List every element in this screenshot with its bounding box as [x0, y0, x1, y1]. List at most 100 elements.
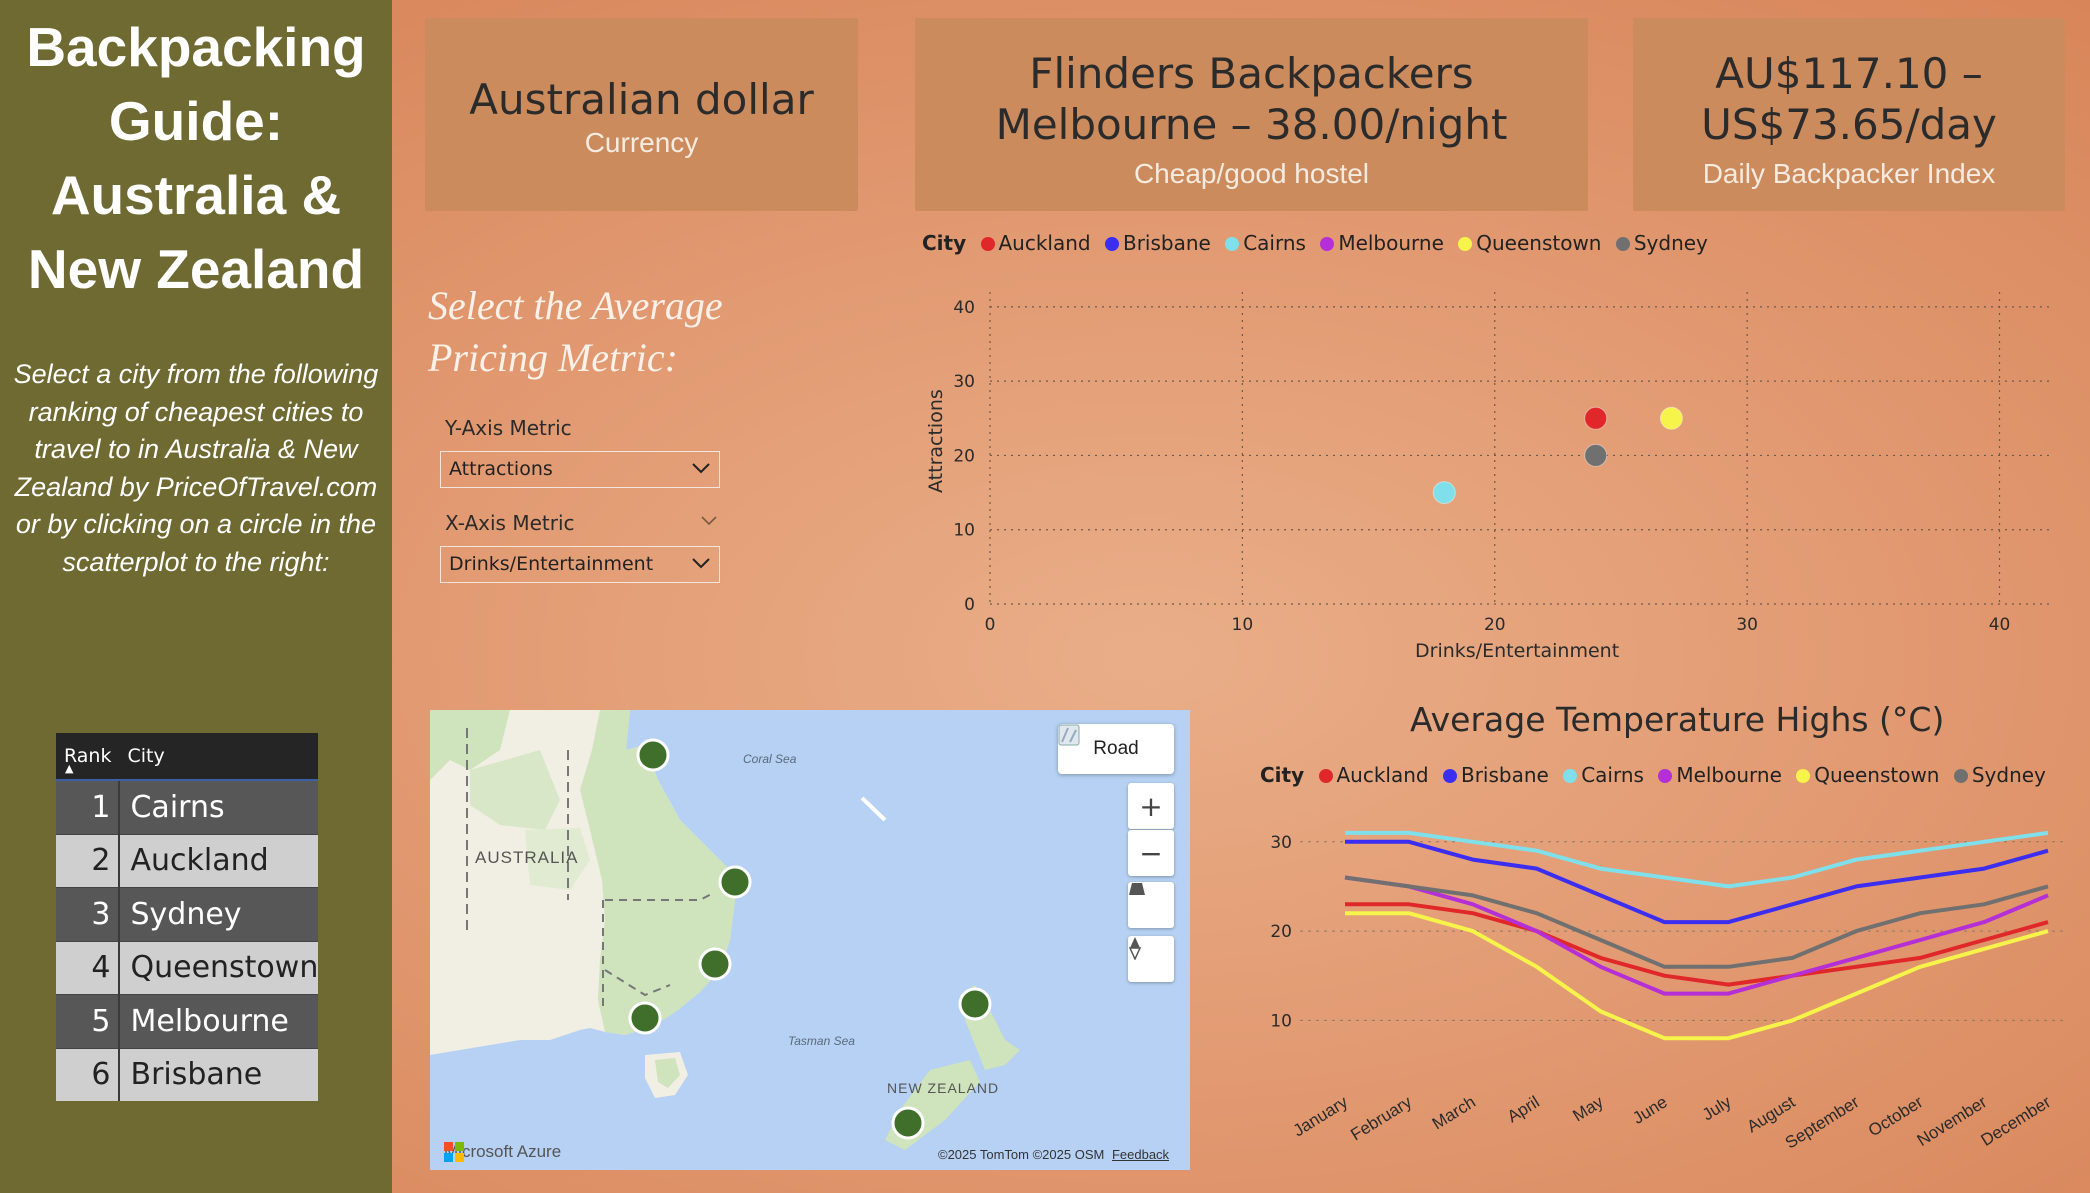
table-row[interactable]: 4 Queenstown: [56, 940, 319, 995]
zoom-out-button[interactable]: −: [1128, 830, 1174, 876]
city-cell: Brisbane: [118, 1047, 319, 1101]
title-line: Guide:: [108, 90, 284, 152]
line-y-tick-label: 10: [1270, 1011, 1292, 1031]
map-marker-auckland[interactable]: [958, 987, 992, 1021]
map-canvas[interactable]: [430, 710, 1190, 1170]
legend-dot: [1796, 769, 1811, 783]
index-label: Daily Backpacker Index: [1702, 158, 1996, 189]
line-series-queenstown[interactable]: [1345, 911, 2049, 1041]
scatter-y-tick-label: 20: [953, 446, 975, 466]
map-marker-queenstown[interactable]: [891, 1106, 925, 1140]
line-series-sydney[interactable]: [1344, 875, 2049, 969]
city-cell: Cairns: [118, 779, 319, 834]
scatter-x-tick-label: 0: [985, 615, 996, 635]
legend-title: City: [922, 231, 967, 255]
legend-item[interactable]: Cairns: [1563, 763, 1644, 787]
line-x-tick-label: December: [1978, 1092, 2055, 1150]
legend-item[interactable]: Queenstown: [1796, 763, 1939, 787]
x-axis-metric-dropdown[interactable]: Drinks/Entertainment: [440, 546, 720, 583]
legend-dot: [1563, 769, 1578, 783]
y-axis-metric-dropdown[interactable]: Attractions: [440, 451, 720, 488]
rank-cell: 3: [56, 887, 120, 941]
title-line: Backpacking: [26, 16, 366, 78]
table-row[interactable]: 6 Brisbane: [56, 1047, 319, 1101]
legend-dot: [1442, 769, 1457, 783]
title-line: Australia &: [50, 164, 342, 226]
rank-cell: 5: [56, 994, 120, 1048]
index-value-line: AU$117.10 –: [1715, 49, 1983, 98]
scatter-point-auckland[interactable]: [1584, 406, 1608, 430]
line-y-tick-label: 20: [1270, 922, 1292, 942]
tilt-button[interactable]: [1128, 882, 1174, 928]
map-visual[interactable]: Coral Sea AUSTRALIA Tasman Sea NEW ZEALA…: [430, 710, 1190, 1170]
city-cell: Queenstown: [118, 940, 319, 995]
legend-item[interactable]: Melbourne: [1658, 763, 1782, 787]
road-style-button[interactable]: Road: [1058, 724, 1174, 774]
legend-item[interactable]: Melbourne: [1320, 231, 1444, 255]
legend-item[interactable]: Auckland: [980, 231, 1091, 255]
hostel-card: Flinders Backpackers Melbourne – 38.00/n…: [915, 18, 1588, 211]
tilt-icon: [1129, 883, 1145, 895]
line-x-tick-label: April: [1504, 1092, 1543, 1126]
map-marker-cairns[interactable]: [636, 738, 670, 772]
line-x-tick-label: January: [1290, 1092, 1352, 1140]
legend-item[interactable]: Auckland: [1318, 763, 1429, 787]
x-axis-metric-label: X-Axis Metric: [445, 511, 575, 535]
scatter-y-tick-label: 0: [964, 595, 975, 615]
road-style-label: Road: [1093, 738, 1139, 759]
scatter-y-tick-label: 10: [953, 521, 975, 541]
table-row[interactable]: 2 Auckland: [56, 833, 319, 888]
legend-item[interactable]: Cairns: [1225, 231, 1306, 255]
table-row[interactable]: 5 Melbourne: [56, 994, 319, 1048]
map-marker-brisbane[interactable]: [718, 865, 752, 899]
city-cell: Melbourne: [118, 994, 319, 1048]
chevron-down-icon[interactable]: [700, 515, 718, 527]
currency-value: Australian dollar: [469, 75, 814, 124]
ranking-table: Rank ▲ City 1 Cairns 2 Auckland 3 Sydney…: [56, 733, 319, 1101]
legend-label: Sydney: [1971, 763, 2046, 787]
page-title: Backpacking Guide: Australia & New Zeala…: [0, 10, 392, 306]
rank-cell: 1: [56, 779, 120, 834]
rank-cell: 4: [56, 940, 120, 995]
compass-button[interactable]: [1128, 936, 1174, 982]
table-row[interactable]: 3 Sydney: [56, 887, 319, 941]
line-x-tick-label: July: [1699, 1092, 1735, 1124]
map-marker-melbourne[interactable]: [628, 1001, 662, 1035]
tasman-sea-label: Tasman Sea: [788, 1034, 855, 1048]
scatter-point-sydney[interactable]: [1584, 443, 1608, 467]
legend-dot: [980, 237, 995, 251]
scatter-x-tick-label: 20: [1484, 615, 1506, 635]
scatter-point-queenstown[interactable]: [1659, 406, 1683, 430]
legend-item[interactable]: Sydney: [1953, 763, 2046, 787]
feedback-link[interactable]: Feedback: [1111, 1147, 1170, 1162]
rank-column-header[interactable]: Rank ▲: [56, 733, 120, 781]
table-header-row: Rank ▲ City: [56, 733, 319, 781]
map-marker-sydney[interactable]: [698, 947, 732, 981]
scatter-y-axis-title: Attractions: [925, 389, 947, 493]
microsoft-logo-icon: [444, 1142, 464, 1162]
currency-card: Australian dollar Currency: [425, 18, 858, 211]
scatter-x-tick-label: 30: [1736, 615, 1758, 635]
legend-item[interactable]: Brisbane: [1442, 763, 1549, 787]
hostel-label: Cheap/good hostel: [1133, 158, 1370, 189]
line-series-melbourne[interactable]: [1344, 875, 2049, 996]
legend-label: Queenstown: [1476, 231, 1602, 255]
legend-item[interactable]: Brisbane: [1104, 231, 1211, 255]
city-cell: Auckland: [118, 833, 319, 888]
legend-dot: [1320, 237, 1335, 251]
legend-dot: [1658, 769, 1673, 783]
table-row[interactable]: 1 Cairns: [56, 779, 319, 834]
scatter-y-tick-label: 30: [953, 372, 975, 392]
legend-item[interactable]: Queenstown: [1458, 231, 1601, 255]
zoom-in-button[interactable]: +: [1128, 783, 1174, 829]
legend-item[interactable]: Sydney: [1615, 231, 1708, 255]
line-series-auckland[interactable]: [1345, 902, 2049, 987]
line-series-brisbane[interactable]: [1345, 839, 2049, 925]
line-series-cairns[interactable]: [1345, 830, 2049, 889]
line-y-tick-label: 30: [1270, 833, 1292, 853]
chevron-down-icon: [692, 558, 710, 569]
scatter-point-cairns[interactable]: [1432, 481, 1456, 505]
scatter-y-tick-label: 40: [953, 298, 975, 318]
city-column-header[interactable]: City: [119, 733, 319, 781]
